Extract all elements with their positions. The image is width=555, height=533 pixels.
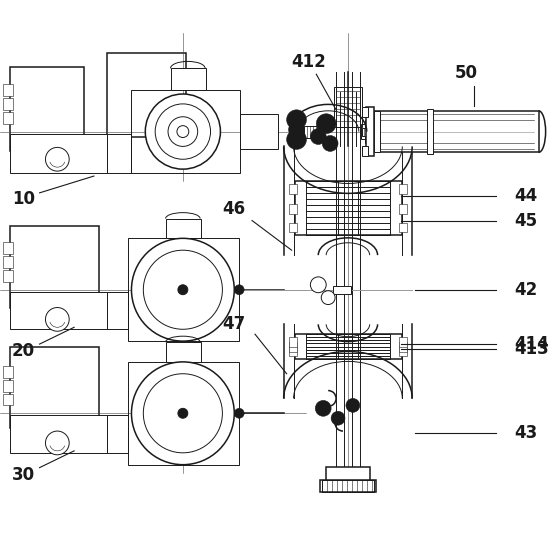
Bar (289, 204, 296, 214)
Circle shape (310, 277, 326, 293)
Bar (365, 120, 371, 143)
Text: 42: 42 (514, 281, 537, 298)
Bar (320, 480, 376, 492)
Circle shape (178, 285, 188, 295)
Circle shape (143, 250, 223, 329)
Bar (166, 342, 201, 362)
Bar (306, 181, 390, 236)
Bar (3, 379, 13, 392)
Bar (3, 256, 13, 268)
Bar (361, 124, 375, 140)
Bar (107, 415, 129, 453)
Bar (132, 90, 240, 173)
Bar (400, 342, 407, 352)
Circle shape (331, 411, 345, 425)
Bar (10, 415, 107, 453)
Bar (289, 337, 296, 347)
Circle shape (346, 399, 360, 413)
Bar (374, 111, 380, 152)
Bar (289, 222, 296, 232)
Circle shape (46, 431, 69, 455)
Bar (400, 204, 407, 214)
Circle shape (316, 114, 336, 134)
Bar (289, 184, 296, 194)
Bar (289, 346, 296, 356)
Text: 46: 46 (223, 200, 245, 217)
Bar (240, 114, 278, 149)
Bar (107, 134, 132, 173)
Bar (3, 84, 13, 96)
Bar (10, 134, 107, 173)
Circle shape (310, 128, 326, 144)
Circle shape (177, 126, 189, 138)
Circle shape (46, 308, 69, 331)
Bar (362, 107, 368, 117)
Text: 412: 412 (291, 53, 326, 71)
Bar (400, 337, 407, 347)
Bar (10, 67, 84, 151)
Circle shape (168, 117, 198, 147)
Bar (322, 480, 374, 492)
Circle shape (46, 148, 69, 171)
Bar (3, 98, 13, 110)
Text: 10: 10 (12, 190, 35, 208)
Circle shape (321, 290, 335, 304)
Circle shape (289, 122, 305, 138)
Bar (295, 181, 402, 236)
Circle shape (286, 130, 306, 149)
Bar (306, 334, 390, 359)
Text: 20: 20 (12, 342, 35, 360)
Bar (10, 292, 107, 329)
Bar (366, 107, 374, 156)
Circle shape (155, 104, 210, 159)
Circle shape (315, 400, 331, 416)
Circle shape (145, 94, 220, 169)
Bar (10, 227, 99, 308)
Text: 50: 50 (455, 64, 478, 82)
Text: 47: 47 (223, 316, 246, 333)
Bar (362, 147, 368, 156)
Bar (3, 112, 13, 124)
Bar (166, 219, 201, 238)
Bar (3, 270, 13, 282)
Bar (333, 286, 351, 294)
Text: 30: 30 (12, 465, 35, 483)
Bar (3, 366, 13, 378)
Circle shape (234, 408, 244, 418)
Bar (295, 334, 402, 359)
Text: 45: 45 (514, 212, 537, 230)
Bar (107, 292, 129, 329)
Bar (129, 238, 239, 341)
Circle shape (234, 285, 244, 295)
Text: 43: 43 (514, 424, 537, 442)
Bar (305, 126, 320, 138)
Text: 413: 413 (514, 340, 549, 358)
Bar (334, 87, 362, 127)
Circle shape (286, 110, 306, 130)
Bar (289, 342, 296, 352)
Bar (400, 184, 407, 194)
Bar (362, 127, 381, 135)
Bar (10, 347, 99, 428)
Bar (3, 243, 13, 254)
Bar (427, 109, 433, 155)
Circle shape (178, 408, 188, 418)
Bar (107, 53, 186, 136)
Bar (129, 362, 239, 465)
Bar (400, 346, 407, 356)
Text: 44: 44 (514, 187, 537, 205)
Bar (326, 467, 370, 482)
Bar (171, 68, 205, 90)
Circle shape (132, 238, 234, 341)
Text: 414: 414 (514, 335, 549, 353)
Bar (3, 393, 13, 406)
Bar (371, 111, 539, 152)
Circle shape (143, 374, 223, 453)
Circle shape (322, 135, 338, 151)
Bar (400, 222, 407, 232)
Circle shape (132, 362, 234, 465)
